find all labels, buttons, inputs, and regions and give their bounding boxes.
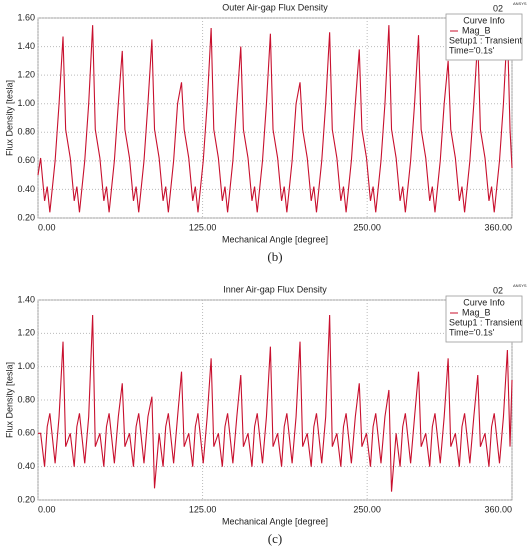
y-tick-label: 1.40 — [17, 41, 35, 51]
legend-info: Time='0.1s' — [449, 45, 495, 55]
plot-area — [37, 17, 513, 219]
chart-title: Inner Air-gap Flux Density — [223, 284, 327, 294]
data-line — [37, 25, 513, 213]
y-tick-label: 0.20 — [17, 212, 35, 222]
y-tick-label: 1.00 — [17, 98, 35, 108]
y-tick-label: 0.80 — [17, 394, 35, 404]
y-tick-label: 0.40 — [17, 461, 35, 471]
caption: (c) — [268, 531, 282, 546]
legend-info: Time='0.1s' — [449, 327, 495, 337]
x-tick-label: 360.00 — [484, 504, 512, 514]
legend-box — [445, 13, 523, 61]
legend-box — [445, 295, 523, 343]
y-tick-label: 1.20 — [17, 328, 35, 338]
y-tick-label: 1.20 — [17, 70, 35, 80]
legend-info: Setup1 : Transient — [449, 35, 523, 45]
y-tick-label: 0.20 — [17, 494, 35, 504]
legend-info: Setup1 : Transient — [449, 317, 523, 327]
x-axis-label: Mechanical Angle [degree] — [222, 234, 328, 244]
legend-label: Mag_B — [462, 307, 491, 317]
x-tick-label: 0.00 — [38, 222, 56, 232]
x-tick-label: 125.00 — [189, 222, 217, 232]
caption: (b) — [267, 249, 282, 264]
data-line — [38, 314, 513, 492]
legend-title: Curve Info — [463, 297, 505, 307]
corner-label: 02 — [493, 285, 503, 295]
legend-label: Mag_B — [462, 25, 491, 35]
chart: Inner Air-gap Flux Density 02 ANSYS 0.20 0.4… — [4, 283, 527, 546]
y-tick-label: 0.60 — [17, 155, 35, 165]
logo: ANSYS — [513, 1, 527, 6]
y-tick-label: 0.60 — [17, 428, 35, 438]
x-tick-label: 250.00 — [353, 222, 381, 232]
y-tick-label: 1.00 — [17, 361, 35, 371]
x-tick-label: 250.00 — [353, 504, 381, 514]
x-tick-label: 360.00 — [484, 222, 512, 232]
corner-label: 02 — [493, 3, 503, 13]
x-axis-label: Mechanical Angle [degree] — [222, 516, 328, 526]
y-axis-label: Flux Density [tesla] — [4, 80, 14, 156]
x-tick-label: 125.00 — [189, 504, 217, 514]
y-tick-label: 1.60 — [17, 12, 35, 22]
legend-title: Curve Info — [463, 15, 505, 25]
logo: ANSYS — [513, 283, 527, 288]
x-tick-label: 0.00 — [38, 504, 56, 514]
chart-title: Outer Air-gap Flux Density — [222, 2, 328, 12]
y-tick-label: 0.80 — [17, 127, 35, 137]
chart: Outer Air-gap Flux Density 02 ANSYS 0.20 0.4… — [4, 1, 527, 264]
y-tick-label: 1.40 — [17, 294, 35, 304]
y-axis-label: Flux Density [tesla] — [4, 362, 14, 438]
y-tick-label: 0.40 — [17, 184, 35, 194]
